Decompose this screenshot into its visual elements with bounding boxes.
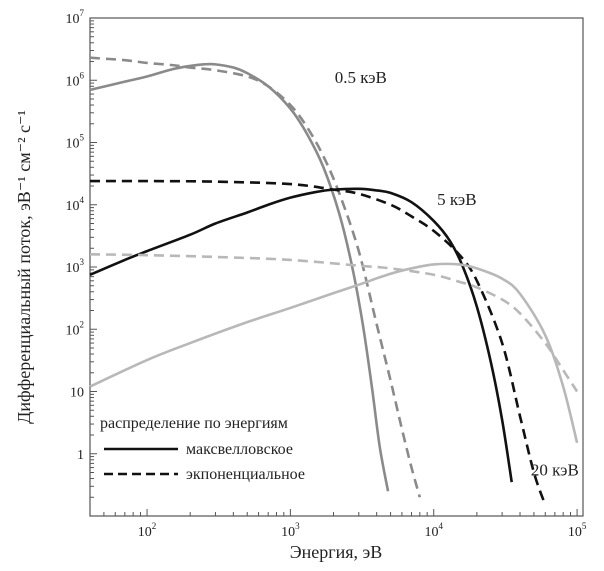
- y-tick-label: 10: [70, 386, 84, 401]
- series-line-3: [89, 179, 547, 506]
- x-tick-label: 103: [281, 521, 300, 540]
- y-tick-label: 106: [66, 70, 85, 89]
- legend-title: распределение по энергиям: [100, 415, 288, 432]
- y-tick-label: 107: [66, 8, 85, 27]
- series-line-5: [89, 252, 579, 393]
- annotation-2: 20 кэВ: [531, 460, 579, 479]
- x-tick-label: 102: [138, 521, 157, 540]
- annotations: 0.5 кэВ 5 кэВ 20 кэВ: [335, 68, 579, 479]
- plot-frame: [89, 17, 584, 517]
- x-axis-title: Энергия, эВ: [290, 542, 383, 562]
- series-layer: [89, 56, 579, 506]
- y-tick-label: 102: [66, 319, 85, 338]
- series-line-1: [89, 56, 422, 498]
- legend: распределение по энергиям максвелловское…: [100, 415, 305, 483]
- annotation-1: 5 кэВ: [437, 190, 476, 209]
- tick-labels: 102 103 104 105 1 10 102 103 104 105 106 107: [66, 8, 587, 540]
- x-tick-label: 105: [568, 521, 587, 540]
- y-tick-label: 105: [66, 133, 85, 152]
- y-tick-label: 1: [77, 448, 84, 463]
- legend-label-maxwell: максвелловское: [186, 441, 293, 458]
- series-line-4: [89, 262, 579, 444]
- y-axis-title: Дифференциальный поток, эВ⁻¹ см⁻² с⁻¹: [14, 110, 34, 424]
- x-tick-label: 104: [424, 521, 443, 540]
- y-tick-label: 103: [66, 257, 85, 276]
- axis-ticks: [89, 17, 578, 517]
- y-tick-label: 104: [66, 195, 85, 214]
- series-line-2: [89, 187, 513, 483]
- legend-label-exponential: экпоненциальное: [186, 466, 305, 483]
- annotation-0: 0.5 кэВ: [335, 68, 387, 87]
